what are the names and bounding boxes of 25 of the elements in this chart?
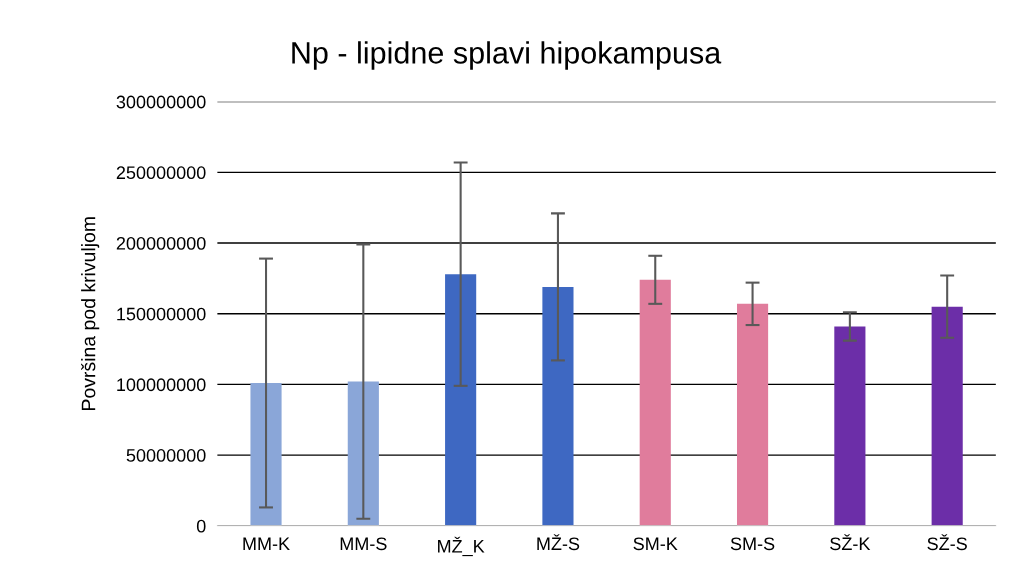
x-tick-label: MM-S bbox=[340, 537, 387, 551]
bar bbox=[834, 326, 866, 526]
x-tick-label: SŽ-K bbox=[830, 534, 871, 551]
y-tick-label: 300000000 bbox=[116, 95, 206, 109]
y-axis-title: Površina pod krivuljom bbox=[81, 217, 100, 410]
y-tick-label: 0 bbox=[196, 519, 206, 533]
x-tick-label: MŽ_K bbox=[438, 536, 485, 557]
x-tick-label: MŽ-S bbox=[537, 534, 580, 551]
x-tick-label: SŽ-S bbox=[927, 534, 967, 551]
y-tick-label: 100000000 bbox=[117, 378, 206, 392]
bar bbox=[347, 381, 379, 526]
bar bbox=[931, 306, 963, 526]
bar bbox=[542, 286, 574, 526]
bar bbox=[736, 303, 769, 526]
x-tick-label: MM-K bbox=[243, 537, 290, 550]
bar bbox=[639, 279, 671, 526]
y-tick-label: 200000000 bbox=[116, 236, 206, 250]
y-tick-label: 250000000 bbox=[116, 166, 206, 180]
x-tick-label: SM-S bbox=[730, 537, 775, 551]
y-tick-label: 150000000 bbox=[117, 307, 206, 321]
chart-title: Np - lipidne splavi hipokampusa bbox=[292, 41, 722, 70]
bar bbox=[250, 383, 282, 526]
y-tick-label: 50000000 bbox=[126, 449, 206, 462]
x-tick-label: SM-K bbox=[633, 537, 678, 551]
bar bbox=[445, 274, 477, 526]
